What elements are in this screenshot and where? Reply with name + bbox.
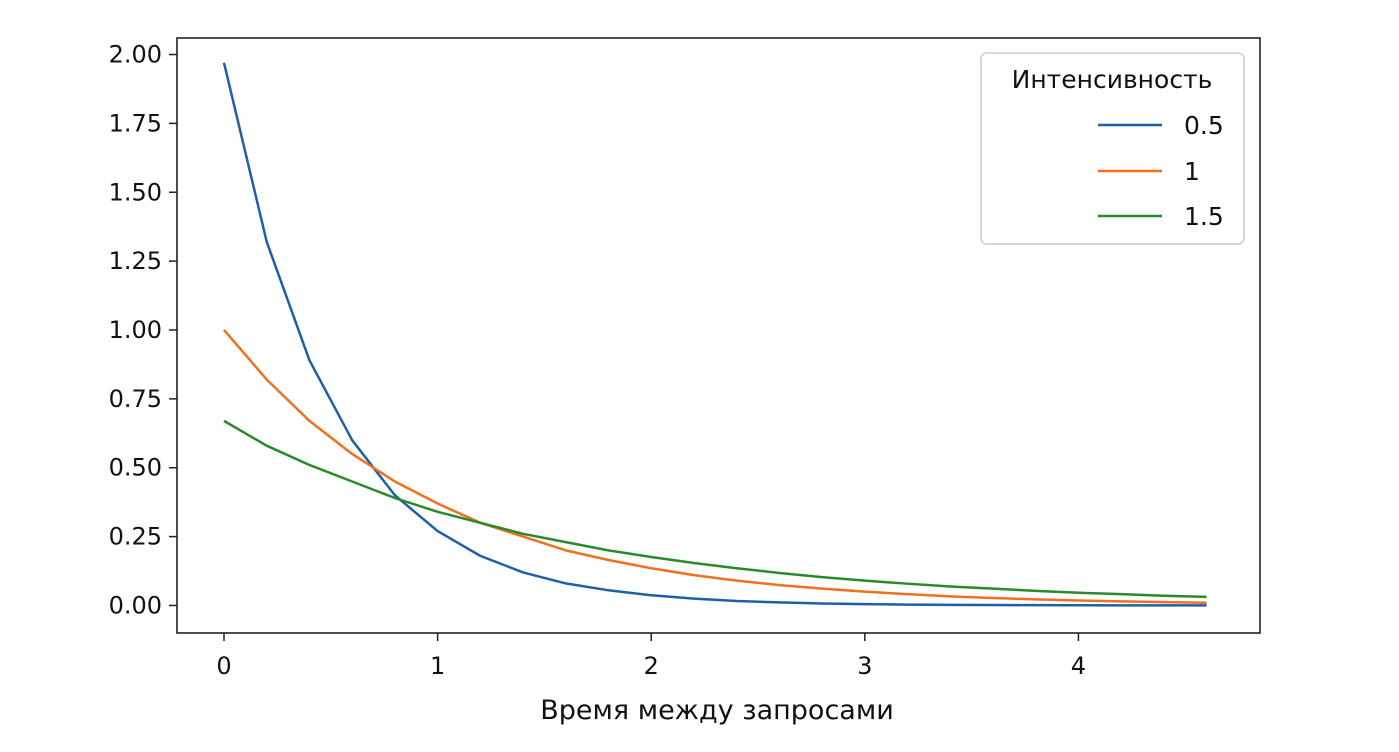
legend-label-1: 1 — [1184, 157, 1200, 186]
legend-title: Интенсивность — [1012, 65, 1213, 94]
legend-label-1.5: 1.5 — [1184, 202, 1224, 231]
y-tick-label: 0.50 — [109, 454, 162, 482]
legend-label-0.5: 0.5 — [1184, 111, 1224, 140]
x-axis: 0 1 2 3 4 — [216, 633, 1086, 680]
y-axis: 0.00 0.25 0.50 0.75 1.00 1.25 1.50 1.75 2.00 — [109, 41, 177, 619]
x-tick-label: 3 — [857, 652, 872, 680]
series-layer — [222, 62, 1207, 607]
y-tick-label: 0.25 — [109, 523, 162, 551]
series-line-1.5 — [223, 419, 1207, 599]
legend: Интенсивность 0.5 1 1.5 — [980, 52, 1245, 245]
x-tick-label: 1 — [430, 652, 445, 680]
x-tick-label: 2 — [644, 652, 659, 680]
y-tick-label: 1.50 — [109, 178, 162, 206]
legend-box — [980, 52, 1245, 245]
x-tick-label: 4 — [1071, 652, 1086, 680]
series-line-0.5 — [222, 62, 1207, 607]
y-tick-label: 1.00 — [109, 316, 162, 344]
y-tick-label: 1.75 — [109, 109, 162, 137]
x-axis-label: Время между запросами — [540, 695, 894, 726]
y-tick-label: 1.25 — [109, 247, 162, 275]
y-tick-label: 2.00 — [109, 41, 162, 69]
x-tick-label: 0 — [216, 652, 231, 680]
y-tick-label: 0.75 — [109, 385, 162, 413]
y-tick-label: 0.00 — [109, 591, 162, 619]
series-line-1 — [223, 329, 1207, 604]
